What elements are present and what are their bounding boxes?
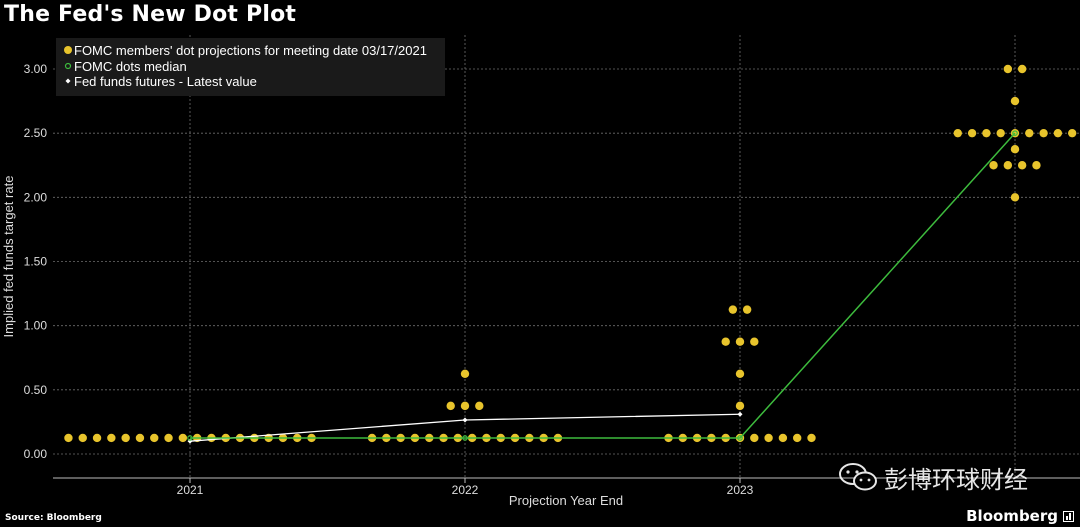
fomc-dot	[996, 128, 1005, 138]
fomc-dot	[150, 433, 159, 443]
y-axis-label: Implied fed funds target rate	[1, 176, 16, 338]
fomc-dot	[982, 128, 991, 138]
x-tick-label: 2022	[452, 483, 479, 497]
fomc-dot	[778, 433, 788, 443]
median-point	[187, 435, 193, 441]
fomc-dot	[92, 433, 102, 443]
legend-median-marker	[64, 62, 72, 70]
watermark-text: 彭博环球财经	[884, 465, 1028, 494]
fomc-dot	[475, 401, 484, 411]
fomc-dot	[64, 433, 73, 443]
median-point	[462, 435, 468, 441]
x-tick-label: 2023	[727, 483, 754, 497]
fomc-dot	[989, 161, 998, 170]
fomc-dot	[807, 433, 816, 443]
legend: FOMC members' dot projections for meetin…	[56, 38, 445, 96]
source-note: Source: Bloomberg	[5, 513, 102, 523]
fomc-dot	[135, 433, 145, 443]
y-tick-label: 0.00	[24, 447, 48, 461]
fomc-dot	[78, 433, 87, 443]
fomc-dot	[750, 433, 759, 443]
median-point	[1012, 130, 1018, 136]
fomc-dot	[1003, 64, 1013, 74]
y-tick-label: 0.50	[24, 383, 48, 397]
futures-point	[737, 411, 743, 417]
fomc-dot	[742, 305, 752, 314]
fomc-dot	[1032, 161, 1041, 170]
fomc-dot	[460, 401, 470, 411]
watermark: 彭博环球财经	[838, 460, 1028, 494]
x-axis-ticks: 2021 2022 2023	[177, 478, 754, 497]
fomc-dot	[446, 401, 455, 411]
fomc-dot	[953, 128, 962, 138]
brand-name: Bloomberg	[966, 507, 1058, 525]
bloomberg-chart-icon	[1063, 511, 1074, 522]
fomc-dot	[460, 369, 470, 378]
y-tick-label: 2.00	[24, 190, 48, 204]
fomc-dot	[793, 433, 802, 443]
grid-lines	[53, 35, 1080, 478]
fomc-dot	[164, 433, 173, 443]
chart-title: The Fed's New Dot Plot	[4, 2, 297, 27]
legend-dots-label: FOMC members' dot projections for meetin…	[74, 43, 427, 58]
fomc-dot	[1068, 128, 1077, 138]
fomc-dot	[728, 305, 738, 314]
legend-dots-marker	[64, 46, 72, 54]
median-series	[187, 130, 1018, 441]
fomc-dots-series	[64, 64, 1077, 443]
legend-background	[56, 38, 445, 96]
x-tick-label: 2021	[177, 483, 204, 497]
fomc-dot	[121, 433, 130, 443]
fomc-dot	[1025, 128, 1034, 138]
fomc-dot	[1017, 64, 1027, 74]
fomc-dot	[178, 433, 188, 443]
y-tick-label: 2.50	[24, 126, 48, 140]
fomc-dot	[1039, 128, 1048, 138]
legend-futures-marker	[65, 78, 71, 84]
fomc-dot	[1017, 161, 1027, 170]
fomc-dot	[1010, 193, 1020, 202]
fomc-dot	[967, 128, 977, 138]
fomc-dot	[735, 369, 745, 378]
fomc-dot	[721, 337, 730, 346]
y-axis-ticks: 0.00 0.50 1.00 1.50 2.00 2.50 3.00	[24, 62, 48, 461]
fomc-dot	[764, 433, 773, 443]
median-line	[190, 132, 1016, 439]
fomc-dot	[735, 401, 745, 411]
wechat-icon	[839, 463, 877, 491]
fomc-dot	[107, 433, 116, 443]
fomc-dot	[1053, 128, 1063, 138]
median-point	[737, 435, 743, 441]
y-tick-label: 1.00	[24, 319, 48, 333]
x-axis-label: Projection Year End	[509, 493, 623, 508]
fomc-dot	[1010, 96, 1020, 106]
legend-futures-label: Fed funds futures - Latest value	[74, 74, 257, 89]
fomc-dot	[1010, 145, 1020, 154]
y-tick-label: 1.50	[24, 255, 48, 269]
futures-point	[462, 417, 468, 423]
fomc-dot	[1003, 161, 1013, 170]
fomc-dot	[750, 337, 759, 346]
y-tick-label: 3.00	[24, 62, 48, 76]
legend-median-label: FOMC dots median	[74, 59, 187, 74]
fomc-dot	[735, 337, 745, 346]
